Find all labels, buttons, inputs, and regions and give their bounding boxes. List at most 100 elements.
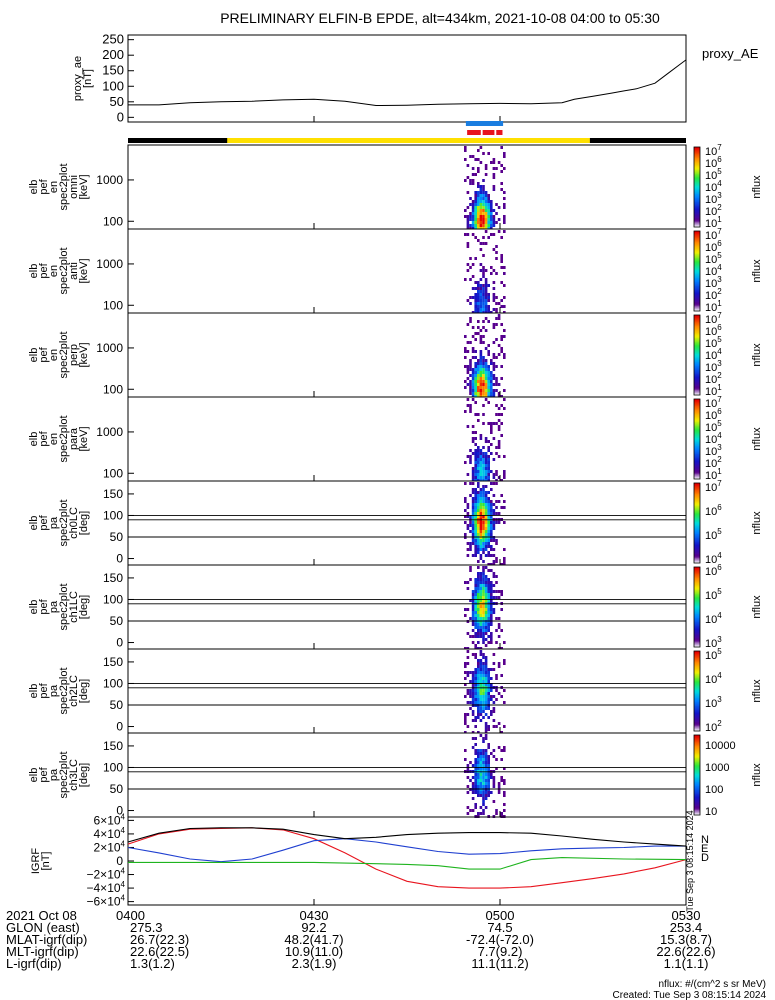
colorbar-cell [694, 775, 700, 777]
colorbar-cell [694, 189, 700, 192]
heatmap-cell [487, 539, 490, 542]
heatmap-cell [487, 776, 490, 779]
footer-row-label: MLAT-igrf(dip) [6, 932, 87, 947]
heatmap-cell [469, 569, 472, 572]
heatmap-cell [487, 626, 490, 629]
heatmap-cell [495, 404, 498, 407]
heatmap-cell [469, 155, 472, 158]
colorbar-cell [694, 371, 700, 373]
heatmap-cell [492, 482, 496, 485]
heatmap-cell [479, 632, 483, 635]
colorbar-cell [694, 717, 700, 720]
heatmap-cell [500, 338, 503, 341]
heatmap-cell [495, 560, 498, 563]
heatmap-cell [484, 599, 488, 602]
footer-value: 74.5 [487, 920, 512, 935]
colorbar-cell [694, 347, 700, 349]
ae-y-tick-label: 200 [102, 47, 124, 62]
heatmap-cell [474, 299, 477, 302]
colorbar-cell [694, 644, 700, 647]
colorbar-cell [694, 368, 700, 371]
heatmap-cell [497, 623, 501, 626]
heatmap-cell [484, 461, 488, 464]
heatmap-cell [474, 743, 477, 746]
heatmap-cell [482, 383, 485, 386]
igrf-y-tick-label: −4×104 [87, 880, 126, 895]
heatmap-cell [484, 164, 488, 167]
colorbar-cell [694, 157, 700, 160]
heatmap-cell [471, 689, 475, 692]
heatmap-cell [484, 524, 488, 527]
heatmap-cell [479, 599, 483, 602]
colorbar-cell [694, 543, 700, 545]
heatmap-cell [466, 512, 470, 515]
heatmap-cell [484, 464, 488, 467]
heatmap-cell [503, 473, 506, 476]
heatmap-cell [492, 326, 496, 329]
heatmap-cell [479, 674, 483, 677]
heatmap-cell [482, 590, 485, 593]
heatmap-cell [490, 638, 493, 641]
heatmap-cell [482, 497, 485, 500]
colorbar-cell [694, 627, 700, 629]
heatmap-cell [477, 215, 480, 218]
heatmap-cell [490, 710, 493, 713]
heatmap-cell [471, 764, 475, 767]
ae-y-tick-label: 50 [110, 94, 124, 109]
colorbar-tick-label: 104 [705, 179, 722, 194]
heatmap-cell [482, 638, 485, 641]
heatmap-cell [474, 524, 477, 527]
heatmap-cell [471, 704, 475, 707]
heatmap-cell [484, 206, 488, 209]
colorbar-tick-label: 105 [705, 527, 722, 542]
heatmap-cell [490, 533, 493, 536]
colorbar-frame [693, 566, 701, 648]
heatmap-cell [492, 476, 496, 479]
heatmap-cell [474, 653, 477, 656]
colorbar-cell [694, 651, 700, 653]
heatmap-cell [479, 776, 483, 779]
heatmap-cell [479, 284, 483, 287]
heatmap-cell [479, 587, 483, 590]
heatmap-cell [487, 677, 490, 680]
colorbar-cell [694, 791, 700, 793]
heatmap-cell [495, 338, 498, 341]
heatmap-cell [479, 476, 483, 479]
footer-value: 22.6(22.6) [656, 944, 715, 959]
heatmap-cell [482, 809, 485, 812]
heatmap-cell [466, 554, 470, 557]
heatmap-cell [497, 788, 501, 791]
colorbar-cell [694, 412, 700, 415]
colorbar-cell [694, 247, 700, 249]
y-tick-label: 100 [103, 760, 123, 774]
heatmap-cell [487, 605, 490, 608]
colorbar-cell [694, 363, 700, 365]
colorbar-cell [694, 664, 700, 667]
heatmap-cell [503, 746, 506, 749]
colorbar-cell [694, 253, 700, 256]
heatmap-cell [497, 476, 501, 479]
heatmap-cell [464, 158, 467, 161]
heatmap-cell [477, 362, 480, 365]
heatmap-cell [495, 581, 498, 584]
heatmap-cell [466, 473, 470, 476]
heatmap-cell [487, 509, 490, 512]
y-axis-label-line: proxy_ae [72, 56, 84, 101]
heatmap-cell [487, 491, 490, 494]
heatmap-cell [477, 194, 480, 197]
colorbar-cell [694, 405, 700, 408]
heatmap-cell [469, 341, 472, 344]
heatmap-cell [479, 692, 483, 695]
heatmap-cell [469, 368, 472, 371]
heatmap-cell [492, 389, 496, 392]
heatmap-cell [466, 791, 470, 794]
heatmap-cell [492, 584, 496, 587]
heatmap-cell [495, 308, 498, 311]
colorbar-cell [694, 344, 700, 347]
heatmap-cell [469, 809, 472, 812]
heatmap-cell [487, 446, 490, 449]
heatmap-cell [503, 389, 506, 392]
heatmap-cell [484, 500, 488, 503]
heatmap-cell [474, 215, 477, 218]
heatmap-cell [482, 593, 485, 596]
